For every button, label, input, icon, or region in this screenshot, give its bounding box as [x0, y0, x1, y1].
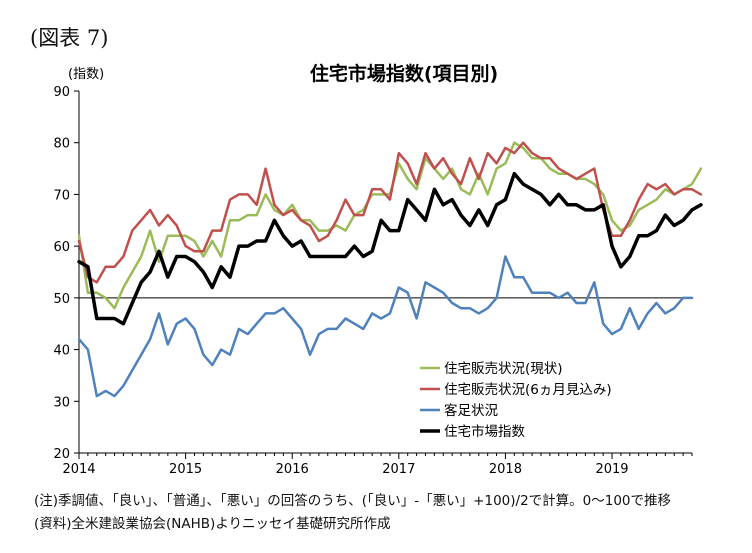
footnote-source: (資料)全米建設業協会(NAHB)よりニッセイ基礎研究所作成 — [34, 516, 391, 532]
series-line-2 — [77, 141, 703, 284]
axes: 20 30 40 50 60 70 80 90 2014 2015 2016 2017 2018 2019 — [53, 85, 693, 477]
x-tick-label: 2018 — [489, 462, 522, 477]
y-tick-label: 70 — [53, 188, 70, 203]
y-tick-label: 60 — [53, 240, 70, 255]
legend-label-3: 客足状況 — [444, 402, 498, 419]
y-tick-label: 80 — [53, 137, 70, 152]
legend-label-4: 住宅市場指数 — [444, 423, 525, 440]
chart-title: 住宅市場指数(項目別) — [310, 62, 498, 85]
figure-label: (図表 7) — [30, 26, 109, 50]
series-line-4 — [77, 171, 703, 326]
y-tick-label: 50 — [53, 292, 70, 307]
x-tick-label: 2017 — [382, 462, 415, 477]
line-chart: 住宅市場指数(項目別) (指数) 20 30 40 50 60 70 80 90 2014 201… — [53, 62, 703, 477]
y-tick-label: 20 — [53, 447, 70, 462]
series-line-3 — [77, 255, 694, 398]
legend-label-2: 住宅販売状況(6ヵ月見込み) — [444, 382, 612, 398]
x-tick-label: 2016 — [276, 462, 309, 477]
legend-label-1: 住宅販売状況(現状) — [444, 361, 563, 377]
x-tick-label: 2015 — [169, 462, 202, 477]
x-tick-label: 2019 — [595, 462, 628, 477]
x-tick-label: 2014 — [62, 462, 95, 477]
y-axis-label: (指数) — [68, 67, 104, 82]
y-tick-label: 30 — [53, 395, 70, 410]
y-tick-label: 40 — [53, 344, 70, 359]
y-tick-label: 90 — [53, 85, 70, 100]
footnote-note: (注)季調値、「良い」、「普通」、「悪い」の回答のうち、(「良い」-「悪い」+1… — [34, 493, 672, 509]
series-group — [77, 141, 703, 398]
